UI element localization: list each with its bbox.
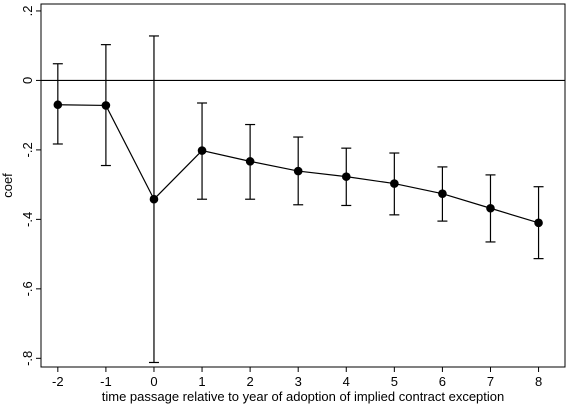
x-tick-label: 1 [198, 374, 205, 389]
x-axis: -2 -1 0 1 2 3 4 5 6 7 8 [52, 367, 542, 389]
x-tick-label: -2 [52, 374, 64, 389]
x-axis-label: time passage relative to year of adoptio… [102, 389, 505, 404]
x-tick-label: 8 [535, 374, 542, 389]
coefficient-point [341, 172, 351, 181]
x-tick-label: 4 [343, 374, 350, 389]
x-tick-label: 6 [439, 374, 446, 389]
x-tick-label: -1 [100, 374, 112, 389]
coefficient-point [245, 157, 255, 166]
y-tick-label: -.8 [20, 351, 35, 366]
coefficient-point [293, 166, 303, 176]
coefficient-point [101, 101, 111, 110]
plot-frame [40, 3, 566, 368]
y-tick-label: -.6 [20, 281, 35, 296]
coefficient-point [486, 203, 495, 213]
y-tick-label: .2 [20, 6, 35, 17]
coefficient-point [534, 218, 543, 228]
coefficient-point [53, 100, 63, 110]
x-tick-label: 0 [150, 374, 157, 389]
coefficient-point [438, 189, 447, 198]
y-tick-label: -.4 [20, 212, 35, 227]
x-tick-label: 7 [487, 374, 494, 389]
coefficient-point [149, 194, 159, 204]
x-tick-label: 2 [247, 374, 254, 389]
y-axis: .2 0 -.2 -.4 -.6 -.8 [20, 6, 41, 366]
x-tick-label: 3 [295, 374, 302, 389]
coefficient-point [390, 179, 399, 188]
coefficient-point [197, 146, 207, 155]
x-tick-label: 5 [391, 374, 398, 389]
coefficient-points [53, 100, 543, 228]
y-tick-label: 0 [20, 77, 35, 84]
y-axis-label: coef [0, 173, 15, 198]
y-tick-label: -.2 [20, 142, 35, 157]
